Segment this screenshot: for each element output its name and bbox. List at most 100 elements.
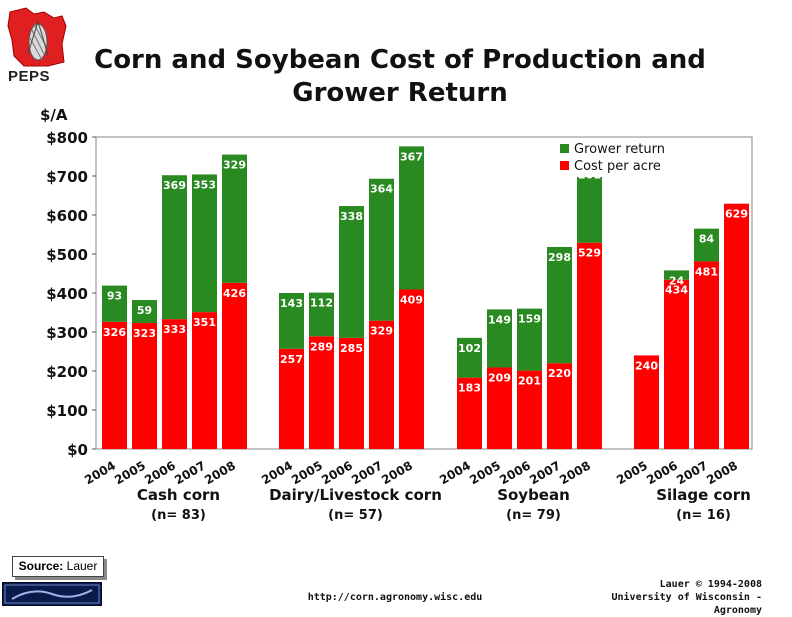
x-year-label: 2006 [497,458,533,487]
bar-return-label: 298 [548,251,571,264]
x-year-label: 2007 [349,458,385,487]
y-tick-label: $100 [46,402,88,420]
source-label: Source: [18,559,64,573]
group-n-label: (n= 16) [676,508,731,523]
bar-return-label: 112 [310,297,333,310]
y-tick-label: $800 [46,129,88,147]
bar-cost-label: 351 [193,316,216,329]
group-n-label: (n= 83) [151,508,206,523]
bar-cost-label: 201 [518,375,541,388]
bar-cost [664,279,689,449]
x-year-label: 2005 [614,458,650,487]
bar-cost [517,370,542,449]
group-name-label: Dairy/Livestock corn [269,486,442,504]
x-year-label: 2005 [289,458,325,487]
bar-cost [577,242,602,449]
source-value: Lauer [66,559,98,573]
bar-cost [547,363,572,449]
bar-cost [162,319,187,449]
stacked-bar-chart: $0 $100 $200 $300 $400 $500 $600 $700 $800 $/A 32… [40,106,753,523]
bar-return-label: 369 [163,179,186,192]
bar-return-label: 84 [699,233,715,246]
footer-credit: Lauer © 1994-2008 University of Wisconsi… [560,578,762,617]
y-tick-label: $700 [46,168,88,186]
bar-return-label: 353 [193,178,216,191]
bar-return [192,174,217,313]
x-year-label: 2007 [172,458,208,487]
y-tick-label: $200 [46,363,88,381]
extension-logo [2,582,102,606]
group-n-label: (n= 79) [506,508,561,523]
bar-cost [457,377,482,449]
bar-return [399,146,424,290]
bar-cost [694,261,719,449]
bar-cost [369,320,394,449]
bar-cost [132,323,157,449]
x-year-label: 2008 [557,458,593,487]
title-line-2: Grower Return [292,78,508,108]
bar-return-label: 102 [458,342,481,355]
x-year-label: 2007 [527,458,563,487]
bar-return [309,292,334,337]
legend-box [554,139,670,177]
bar-cost [279,348,304,449]
legend-entry: Grower return [574,142,665,157]
bar-cost-label: 209 [488,371,511,384]
source-box: Source: Lauer [12,556,104,577]
bar-return-label: 143 [280,297,303,310]
bar-return-label: 338 [340,210,363,223]
bar-cost-label: 289 [310,340,333,353]
bar-return [369,178,394,321]
group-name-label: Cash corn [137,486,220,504]
x-year-label: 2005 [112,458,148,487]
bar-cost [634,355,659,449]
bar-cost-label: 326 [103,326,126,339]
bar-cost [102,321,127,449]
bar-cost [487,367,512,449]
y-tick-label: $400 [46,285,88,303]
legend-swatch [560,144,569,153]
bar-return [279,293,304,349]
bar-return-label: 367 [400,150,423,163]
bar-return-label: 364 [370,183,393,196]
bar-cost-label: 285 [340,342,363,355]
chart-title: Corn and Soybean Cost of Production and … [80,44,720,110]
group-name-label: Silage corn [656,486,751,504]
x-year-label: 2008 [379,458,415,487]
bar-cost-label: 481 [695,265,718,278]
bar-cost-label: 329 [370,325,393,338]
chart-bars: 326 93 323 59 333 369 351 353 426 329 257 143 289 112… [102,146,749,449]
legend-entry: Cost per acre [574,159,661,174]
bar-cost [399,289,424,449]
bar-cost [339,337,364,449]
bar-return [517,308,542,371]
title-line-1: Corn and Soybean Cost of Production and [94,45,706,75]
bar-cost-label: 434 [665,284,688,297]
bar-cost-label: 220 [548,367,571,380]
credit-line-1: Lauer © 1994-2008 [659,579,762,590]
bar-return-label: 329 [223,159,246,172]
bar-return [547,246,572,364]
y-tick-label: $600 [46,207,88,225]
x-year-label: 2005 [467,458,503,487]
bar-cost [724,203,749,449]
x-year-label: 2008 [202,458,238,487]
bar-return [339,206,364,338]
bar-return-label: 59 [137,304,152,317]
bar-cost-label: 183 [458,382,481,395]
x-year-label: 2004 [259,458,295,487]
bar-return [694,228,719,262]
bar-return [457,337,482,378]
bar-cost-label: 426 [223,287,246,300]
x-year-label: 2006 [142,458,178,487]
bar-return [664,270,689,280]
peps-logo [7,7,67,67]
x-year-label: 2008 [704,458,740,487]
bar-cost [192,312,217,449]
bar-return-label: 93 [107,290,122,303]
bar-return [577,164,602,243]
x-year-label: 2006 [319,458,355,487]
bar-return [162,175,187,320]
bar-return-label: 159 [518,313,541,326]
